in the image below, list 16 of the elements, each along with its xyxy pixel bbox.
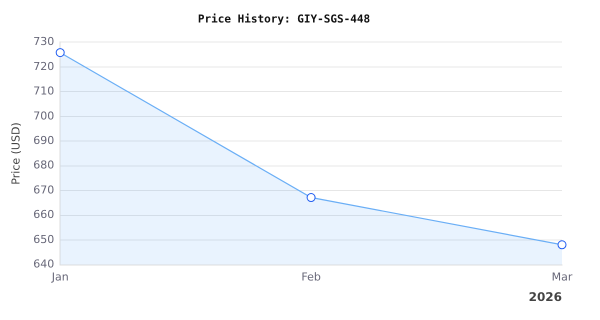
y-tick-label: 660	[33, 208, 54, 222]
y-tick-label: 700	[33, 109, 54, 122]
y-tick-label: 670	[33, 183, 54, 196]
y-tick-label: 710	[33, 84, 54, 98]
y-tick-label: 640	[33, 258, 54, 271]
x-tick-label: Mar	[552, 270, 573, 284]
y-tick-label: 650	[33, 232, 54, 246]
x-tick-label: Jan	[50, 270, 69, 284]
y-tick-label: 730	[33, 35, 54, 48]
y-tick-label: 680	[33, 158, 54, 172]
y-tick-label: 720	[33, 60, 54, 73]
y-axis-title: Price (USD)	[9, 122, 22, 185]
text: 2026	[528, 290, 562, 304]
x-tick-label: Feb	[301, 270, 321, 284]
y-tick-label: 690	[33, 134, 54, 147]
chart-title: Price History: GIY-SGS-448	[198, 12, 370, 26]
